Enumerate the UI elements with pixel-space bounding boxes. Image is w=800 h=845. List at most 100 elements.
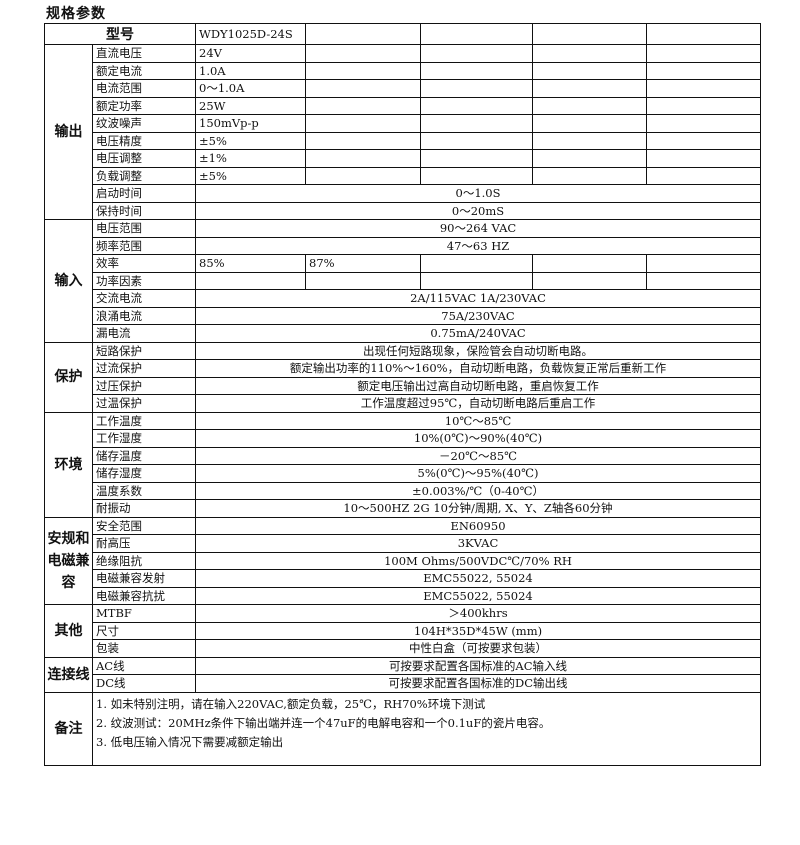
spec-label: 温度系数 bbox=[92, 481, 196, 500]
spec-value bbox=[646, 61, 761, 80]
spec-label: MTBF bbox=[92, 604, 196, 623]
spec-row: 电磁兼容抗扰 EMC55022, 55024 bbox=[45, 586, 761, 605]
spec-value: 90～264 VAC bbox=[195, 219, 761, 238]
spec-label: 尺寸 bbox=[92, 621, 196, 640]
spec-row: 交流电流 2A/115VAC 1A/230VAC bbox=[45, 289, 761, 308]
spec-label: 电流范围 bbox=[92, 79, 196, 98]
spec-row: 过流保护 额定输出功率的110%～160%，自动切断电路，负载恢复正常后重新工作 bbox=[45, 359, 761, 378]
spec-row: 工作湿度 10%(0℃)～90%(40℃) bbox=[45, 429, 761, 448]
spec-value bbox=[305, 79, 421, 98]
spec-row: 安规和电磁兼容 安全范围 EN60950 bbox=[44, 516, 761, 605]
spec-value: 104H*35D*45W (mm) bbox=[195, 621, 761, 640]
spec-value: 2A/115VAC 1A/230VAC bbox=[195, 289, 761, 308]
spec-value bbox=[532, 96, 647, 115]
spec-value: ±1% bbox=[195, 149, 306, 168]
section-label: 输出 bbox=[44, 44, 93, 220]
spec-value bbox=[532, 271, 647, 290]
spec-label: 额定功率 bbox=[92, 96, 196, 115]
spec-row: 绝缘阻抗 100M Ohms/500VDC℃/70% RH bbox=[45, 551, 761, 570]
spec-value bbox=[532, 114, 647, 133]
spec-value bbox=[532, 166, 647, 185]
notes-content: 1. 如未特别注明，请在输入220VAC,额定负载，25℃，RH70%环境下测试… bbox=[92, 691, 761, 766]
spec-value: 85% bbox=[195, 254, 306, 273]
spec-table: 型号 WDY1025D-24S 输出 直流电压 24V 额定电流 1.0A 电流范围 0～1… bbox=[44, 23, 761, 766]
spec-value: 工作温度超过95℃，自动切断电路后重启工作 bbox=[195, 394, 761, 413]
spec-label: 工作湿度 bbox=[92, 429, 196, 448]
spec-value bbox=[420, 96, 533, 115]
spec-row: 额定功率 25W bbox=[45, 96, 761, 115]
spec-label: 额定电流 bbox=[92, 61, 196, 80]
spec-row: 温度系数 ±0.003%/℃（0-40℃） bbox=[45, 481, 761, 500]
spec-value: 可按要求配置各国标准的DC输出线 bbox=[195, 674, 761, 693]
section-label: 其他 bbox=[44, 604, 93, 658]
spec-value bbox=[420, 114, 533, 133]
spec-value: 出现任何短路现象，保险管会自动切断电路。 bbox=[195, 341, 761, 360]
spec-row: 储存温度 －20℃～85℃ bbox=[45, 446, 761, 465]
spec-value bbox=[305, 149, 421, 168]
spec-label: 电磁兼容发射 bbox=[92, 569, 196, 588]
note-line: 2. 纹波测试：20MHz条件下输出端并连一个47uF的电解电容和一个0.1uF… bbox=[96, 715, 551, 730]
spec-label: 电压调整 bbox=[92, 149, 196, 168]
spec-row: 电磁兼容发射 EMC55022, 55024 bbox=[45, 569, 761, 588]
section-label: 保护 bbox=[44, 341, 93, 413]
spec-value: 0～20mS bbox=[195, 201, 761, 220]
spec-value bbox=[420, 79, 533, 98]
spec-label: AC线 bbox=[92, 656, 196, 675]
spec-value bbox=[646, 166, 761, 185]
spec-value bbox=[420, 149, 533, 168]
spec-value bbox=[420, 131, 533, 150]
spec-label: 功率因素 bbox=[92, 271, 196, 290]
spec-value bbox=[305, 96, 421, 115]
spec-value: 0～1.0S bbox=[195, 184, 761, 203]
section-label: 连接线 bbox=[44, 656, 93, 693]
model-value bbox=[646, 23, 761, 45]
spec-value: 150mVp-p bbox=[195, 114, 306, 133]
spec-row: 输出 直流电压 24V bbox=[44, 44, 761, 220]
spec-value bbox=[646, 44, 761, 63]
spec-value: 额定输出功率的110%～160%，自动切断电路，负载恢复正常后重新工作 bbox=[195, 359, 761, 378]
spec-value: ±5% bbox=[195, 131, 306, 150]
spec-label: 过温保护 bbox=[92, 394, 196, 413]
spec-row: 耐振动 10～500HZ 2G 10分钟/周期, X、Y、Z轴各60分钟 bbox=[45, 499, 761, 518]
spec-row: 电流范围 0～1.0A bbox=[45, 79, 761, 98]
spec-row: 尺寸 104H*35D*45W (mm) bbox=[45, 621, 761, 640]
spec-label: 工作温度 bbox=[92, 411, 196, 430]
spec-value bbox=[305, 44, 421, 63]
spec-value: 1.0A bbox=[195, 61, 306, 80]
spec-row: 输入 电压范围 90～264 VAC bbox=[44, 219, 761, 343]
spec-value: 0.75mA/240VAC bbox=[195, 324, 761, 343]
spec-row: 浪涌电流 75A/230VAC bbox=[45, 306, 761, 325]
spec-value bbox=[420, 271, 533, 290]
spec-value: ±5% bbox=[195, 166, 306, 185]
spec-value: 87% bbox=[305, 254, 421, 273]
spec-row: 电压调整 ±1% bbox=[45, 149, 761, 168]
spec-row: DC线 可按要求配置各国标准的DC输出线 bbox=[45, 674, 761, 693]
spec-row: 额定电流 1.0A bbox=[45, 61, 761, 80]
spec-value: 额定电压输出过高自动切断电路，重启恢复工作 bbox=[195, 376, 761, 395]
spec-label: 过流保护 bbox=[92, 359, 196, 378]
spec-value bbox=[420, 166, 533, 185]
spec-value: 10～500HZ 2G 10分钟/周期, X、Y、Z轴各60分钟 bbox=[195, 499, 761, 518]
spec-label: 直流电压 bbox=[92, 44, 196, 63]
spec-value bbox=[420, 254, 533, 273]
spec-row: 过温保护 工作温度超过95℃，自动切断电路后重启工作 bbox=[45, 394, 761, 413]
note-line: 1. 如未特别注明，请在输入220VAC,额定负载，25℃，RH70%环境下测试 bbox=[96, 696, 486, 711]
spec-label: 电压精度 bbox=[92, 131, 196, 150]
spec-row: 包装 中性白盒（可按要求包装） bbox=[45, 639, 761, 658]
spec-label: 储存湿度 bbox=[92, 464, 196, 483]
spec-row: 其他 MTBF ＞400khrs bbox=[44, 604, 761, 658]
spec-value: 中性白盒（可按要求包装） bbox=[195, 639, 761, 658]
spec-row: 漏电流 0.75mA/240VAC bbox=[45, 324, 761, 343]
spec-value: 5%(0℃)～95%(40℃) bbox=[195, 464, 761, 483]
spec-value bbox=[646, 254, 761, 273]
spec-row: 保护 短路保护 出现任何短路现象，保险管会自动切断电路。 bbox=[44, 341, 761, 413]
model-row: 型号 WDY1025D-24S bbox=[44, 23, 761, 45]
spec-value bbox=[646, 271, 761, 290]
spec-value bbox=[305, 131, 421, 150]
spec-value: ＞400khrs bbox=[195, 604, 761, 623]
spec-value: 24V bbox=[195, 44, 306, 63]
spec-value bbox=[646, 79, 761, 98]
spec-label: 漏电流 bbox=[92, 324, 196, 343]
model-value bbox=[305, 23, 421, 45]
spec-label: 耐振动 bbox=[92, 499, 196, 518]
